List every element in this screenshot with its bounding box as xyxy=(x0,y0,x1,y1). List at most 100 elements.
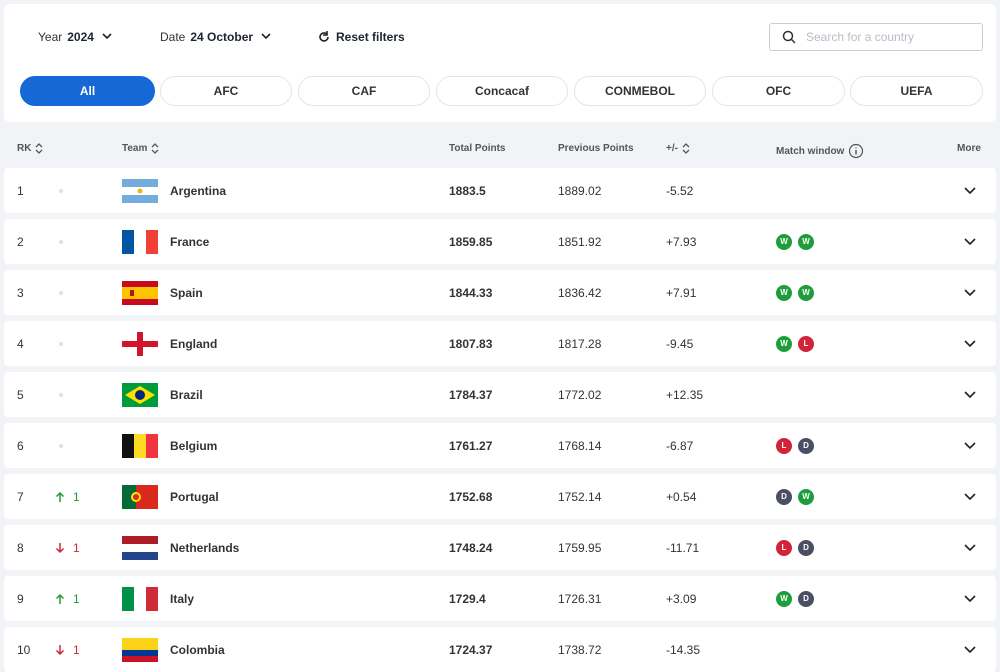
match-result: W xyxy=(776,233,792,250)
rank: 5 xyxy=(17,387,24,402)
chevron-path xyxy=(964,442,976,450)
column-header: More xyxy=(957,143,981,154)
info-icon[interactable] xyxy=(848,143,864,159)
expand-chevron[interactable] xyxy=(963,441,977,451)
column-header[interactable]: RK xyxy=(17,143,43,154)
previous-points: 1759.95 xyxy=(558,540,602,555)
flag-part xyxy=(122,544,158,552)
points-diff: +12.35 xyxy=(666,387,704,402)
reset-text: Reset filters xyxy=(336,30,405,44)
total-points: 1748.24 xyxy=(449,540,493,555)
column-label: More xyxy=(957,143,981,154)
table-row: 9 1 Italy 1729.4 1726.31 +3.09 W D xyxy=(4,576,996,621)
expand-chevron[interactable] xyxy=(963,237,977,247)
chevron-path xyxy=(964,187,976,195)
points-diff: -5.52 xyxy=(666,183,694,198)
tab[interactable]: CAF xyxy=(298,76,430,106)
points-diff: +0.54 xyxy=(666,489,697,504)
previous-points: 1726.31 xyxy=(558,591,602,606)
flag-part xyxy=(122,485,136,509)
rank: 10 xyxy=(17,642,31,657)
previous-points: 1851.92 xyxy=(558,234,602,249)
previous-points: 1889.02 xyxy=(558,183,602,198)
no-change-dot xyxy=(59,189,63,193)
sort-icon xyxy=(151,143,159,154)
previous-points: 1836.42 xyxy=(558,285,602,300)
table-row: 1 Argentina 1883.5 1889.02 -5.52 xyxy=(4,168,996,213)
search-icon xyxy=(782,30,796,44)
expand-chevron[interactable] xyxy=(963,645,977,655)
year-filter[interactable]: Year 2024 xyxy=(38,30,115,44)
points-diff: -11.71 xyxy=(666,540,700,555)
flag-part xyxy=(122,552,158,560)
expand-chevron[interactable] xyxy=(963,543,977,553)
flag-part xyxy=(122,287,158,299)
expand-chevron[interactable] xyxy=(963,288,977,298)
chevron-path xyxy=(964,493,976,501)
total-points: 1729.4 xyxy=(449,591,486,606)
rank: 7 xyxy=(17,489,24,504)
flag-part xyxy=(146,587,158,611)
tab[interactable]: AFC xyxy=(160,76,292,106)
team-name: Spain xyxy=(170,285,203,300)
sort-arrows xyxy=(35,143,43,154)
total-points: 1784.37 xyxy=(449,387,493,402)
team-name: Colombia xyxy=(170,642,225,657)
no-change-dot xyxy=(59,393,63,397)
points-diff: +7.91 xyxy=(666,285,697,300)
match-result: D xyxy=(776,488,792,505)
tab[interactable]: UEFA xyxy=(850,76,983,106)
tab[interactable]: All xyxy=(20,76,155,106)
points-diff: +3.09 xyxy=(666,591,697,606)
match-result: L xyxy=(798,335,814,352)
tab[interactable]: OFC xyxy=(712,76,845,106)
expand-chevron[interactable] xyxy=(963,390,977,400)
column-header[interactable]: Team xyxy=(122,143,159,154)
arrow xyxy=(55,644,65,655)
match-result: W xyxy=(776,284,792,301)
tab[interactable]: CONMEBOL xyxy=(574,76,706,106)
rank-change-value: 1 xyxy=(73,591,80,606)
rank-change: 1 xyxy=(55,576,80,621)
tab[interactable]: Concacaf xyxy=(436,76,568,106)
table-row: 2 France 1859.85 1851.92 +7.93 W W xyxy=(4,219,996,264)
flag xyxy=(122,536,158,560)
team-name: Portugal xyxy=(170,489,219,504)
search-box[interactable]: Search for a country xyxy=(769,23,983,51)
match-result: D xyxy=(798,590,814,607)
expand-chevron[interactable] xyxy=(963,186,977,196)
arrow xyxy=(55,542,65,553)
rank: 9 xyxy=(17,591,24,606)
rank: 3 xyxy=(17,285,24,300)
rank-change: 1 xyxy=(55,525,80,570)
points-diff: -9.45 xyxy=(666,336,694,351)
total-points: 1883.5 xyxy=(449,183,486,198)
flag-part xyxy=(134,587,146,611)
team-name: Argentina xyxy=(170,183,227,198)
expand-chevron[interactable] xyxy=(963,594,977,604)
flag-part xyxy=(122,650,158,656)
previous-points: 1817.28 xyxy=(558,336,602,351)
arrow xyxy=(55,491,65,502)
column-header[interactable]: +/- xyxy=(666,143,690,154)
sort-arrows xyxy=(682,143,690,154)
reset-button[interactable]: Reset filters xyxy=(317,30,405,44)
no-change-dot xyxy=(59,240,63,244)
rank: 4 xyxy=(17,336,24,351)
trend-arrow xyxy=(55,491,65,502)
points-diff: -6.87 xyxy=(666,438,694,453)
team-name: Brazil xyxy=(170,387,203,402)
match-result: D xyxy=(798,437,814,454)
expand-chevron[interactable] xyxy=(963,339,977,349)
total-points: 1724.37 xyxy=(449,642,493,657)
expand-chevron[interactable] xyxy=(963,492,977,502)
rank: 8 xyxy=(17,540,24,555)
column-header: Total Points xyxy=(449,143,505,154)
match-result: L xyxy=(776,539,792,556)
date-filter[interactable]: Date 24 October xyxy=(160,30,274,44)
match-result: W xyxy=(798,233,814,250)
year-label: Year xyxy=(38,30,63,44)
flag xyxy=(122,383,158,407)
column-label: Match window xyxy=(776,145,845,157)
